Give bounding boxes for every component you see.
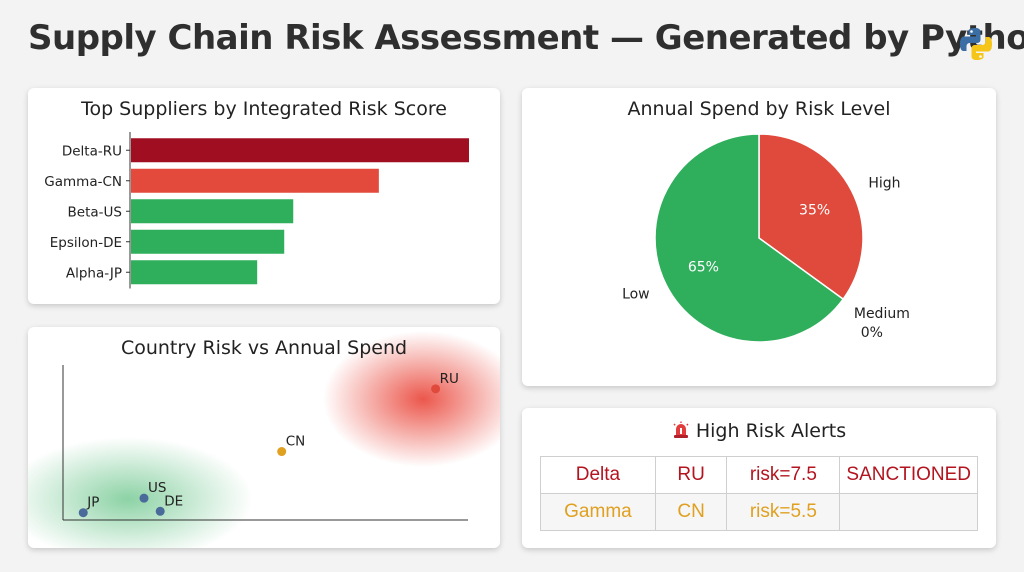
alert-supplier: Gamma xyxy=(540,493,656,531)
bar-tick-label: Beta-US xyxy=(68,204,122,220)
scatter-chart-card: Country Risk vs Annual Spend JP US DE CN RU xyxy=(28,327,500,548)
alert-row-delta: Delta RU risk=7.5 SANCTIONED xyxy=(540,456,978,494)
pie-category-label: Low xyxy=(622,287,650,303)
bar-beta-us xyxy=(131,199,294,224)
alerts-header: High Risk Alerts xyxy=(522,420,996,442)
low-risk-zone xyxy=(28,437,253,548)
scatter-point-label: US xyxy=(148,480,166,496)
scatter-point-jp xyxy=(78,508,88,518)
bar-chart: Delta-RU Gamma-CN Beta-US Epsilon-DE Alpha-J… xyxy=(44,132,469,289)
bar-tick-label: Delta-RU xyxy=(62,143,122,159)
bar-delta-ru xyxy=(131,138,469,163)
pie-chart: 35% High Medium 0% 65% Low xyxy=(622,133,910,343)
alerts-title: High Risk Alerts xyxy=(695,420,847,442)
pie-value-label: 0% xyxy=(861,325,883,341)
pie-slice-high xyxy=(758,133,864,301)
alert-status xyxy=(839,493,978,531)
alerts-card: High Risk Alerts Delta RU risk=7.5 SANCT… xyxy=(522,408,996,548)
scatter-point-label: CN xyxy=(286,434,306,450)
alert-risk: risk=5.5 xyxy=(726,493,841,531)
scatter-chart-title: Country Risk vs Annual Spend xyxy=(120,337,408,359)
alert-country: RU xyxy=(654,456,728,494)
bar-alpha-jp xyxy=(131,260,258,285)
bar-tick-label: Alpha-JP xyxy=(66,265,122,281)
bar-tick-label: Epsilon-DE xyxy=(50,235,122,251)
alert-status: SANCTIONED xyxy=(839,456,978,494)
alert-country: CN xyxy=(654,493,728,531)
pie-value-label: 35% xyxy=(799,203,830,219)
siren-icon xyxy=(673,421,689,438)
scatter-point-us xyxy=(139,493,149,503)
pie-value-label: 65% xyxy=(688,259,719,275)
page-title: Supply Chain Risk Assessment — Generated… xyxy=(28,18,1024,58)
pie-slice-low xyxy=(654,133,845,343)
alert-row-gamma: Gamma CN risk=5.5 xyxy=(540,493,978,531)
bar-gamma-cn xyxy=(131,168,379,193)
pie-category-label: High xyxy=(868,175,900,191)
python-logo-icon xyxy=(960,28,992,60)
scatter-point-cn xyxy=(277,447,287,457)
bar-chart-title: Top Suppliers by Integrated Risk Score xyxy=(81,98,447,120)
bar-epsilon-de xyxy=(131,229,285,254)
scatter-point-ru xyxy=(431,384,441,394)
scatter-point-label: RU xyxy=(440,371,459,387)
bar-chart-card: Top Suppliers by Integrated Risk Score D… xyxy=(28,88,500,304)
alert-supplier: Delta xyxy=(540,456,656,494)
scatter-point-label: JP xyxy=(86,495,99,511)
high-risk-zone xyxy=(323,331,500,467)
bar-tick-label: Gamma-CN xyxy=(44,174,122,190)
pie-category-label: Medium xyxy=(854,306,910,322)
alerts-table: Delta RU risk=7.5 SANCTIONED Gamma CN ri… xyxy=(540,456,978,531)
scatter-point-label: DE xyxy=(164,493,183,509)
scatter-point-de xyxy=(155,506,165,516)
alert-risk: risk=7.5 xyxy=(726,456,841,494)
pie-chart-title: Annual Spend by Risk Level xyxy=(627,98,891,120)
pie-chart-card: Annual Spend by Risk Level 35% High Medium… xyxy=(522,88,996,386)
